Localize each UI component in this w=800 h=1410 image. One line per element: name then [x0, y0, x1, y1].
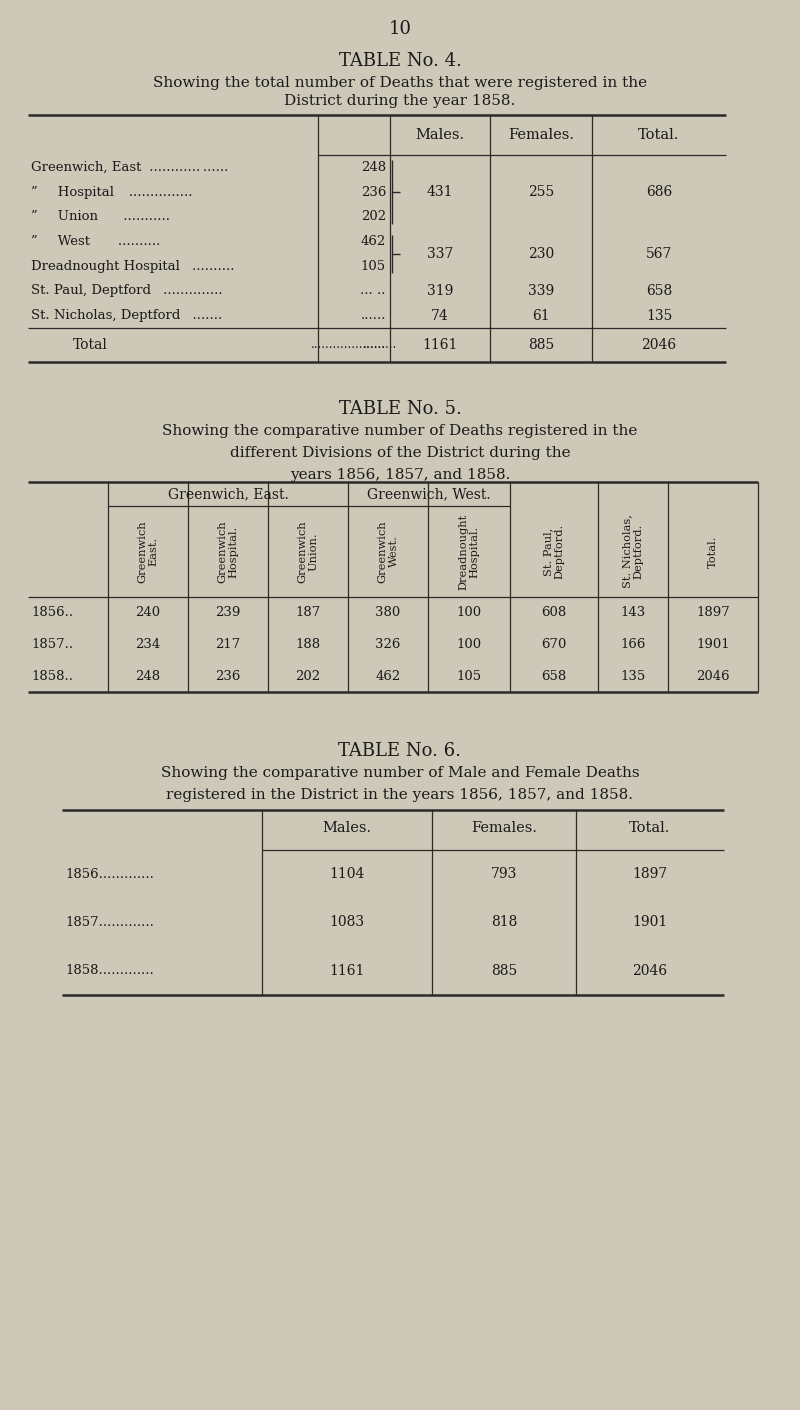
- Text: Total.: Total.: [638, 128, 680, 142]
- Text: 1083: 1083: [330, 915, 365, 929]
- Text: Greenwich
West.: Greenwich West.: [378, 520, 398, 582]
- Text: Females.: Females.: [508, 128, 574, 142]
- Text: 567: 567: [646, 247, 672, 261]
- Text: St. Nicholas,
Deptford.: St. Nicholas, Deptford.: [622, 515, 644, 588]
- Text: 1901: 1901: [632, 915, 668, 929]
- Text: registered in the District in the years 1856, 1857, and 1858.: registered in the District in the years …: [166, 788, 634, 802]
- Text: ”       Hospital     ...............: ” Hospital ...............: [31, 186, 193, 199]
- Text: TABLE No. 5.: TABLE No. 5.: [338, 400, 462, 417]
- Text: 105: 105: [457, 670, 482, 682]
- Text: Total.: Total.: [708, 536, 718, 568]
- Text: 1161: 1161: [330, 964, 365, 977]
- Text: Greenwich
Hospital.: Greenwich Hospital.: [218, 520, 239, 582]
- Text: 462: 462: [361, 235, 386, 248]
- Text: Males.: Males.: [322, 821, 371, 835]
- Text: 202: 202: [295, 670, 321, 682]
- Text: 1858.............: 1858.............: [65, 964, 154, 977]
- Text: St. Nicholas, Deptford    .......: St. Nicholas, Deptford .......: [31, 309, 222, 321]
- Text: Greenwich, East   ............ ......: Greenwich, East ............ ......: [31, 161, 228, 173]
- Text: 255: 255: [528, 185, 554, 199]
- Text: ”       Union         ...........: ” Union ...........: [31, 210, 170, 223]
- Text: 1856..: 1856..: [31, 606, 73, 619]
- Text: Greenwich, East.: Greenwich, East.: [168, 486, 288, 501]
- Text: 1161: 1161: [422, 338, 458, 352]
- Text: 686: 686: [646, 185, 672, 199]
- Text: 1897: 1897: [632, 867, 668, 881]
- Text: Females.: Females.: [471, 821, 537, 835]
- Text: 248: 248: [135, 670, 161, 682]
- Text: Showing the comparative number of Deaths registered in the: Showing the comparative number of Deaths…: [162, 424, 638, 439]
- Text: 188: 188: [295, 637, 321, 651]
- Text: 230: 230: [528, 247, 554, 261]
- Text: 61: 61: [532, 309, 550, 323]
- Text: 2046: 2046: [696, 670, 730, 682]
- Text: Dreadnought
Hospital.: Dreadnought Hospital.: [458, 513, 480, 589]
- Text: Showing the comparative number of Male and Female Deaths: Showing the comparative number of Male a…: [161, 766, 639, 780]
- Text: 100: 100: [457, 606, 482, 619]
- Text: ”       West          ..........: ” West ..........: [31, 235, 160, 248]
- Text: 217: 217: [215, 637, 241, 651]
- Text: TABLE No. 4.: TABLE No. 4.: [338, 52, 462, 70]
- Text: Greenwich
Union.: Greenwich Union.: [298, 520, 318, 582]
- Text: 143: 143: [620, 606, 646, 619]
- Text: 608: 608: [542, 606, 566, 619]
- Text: 1857.............: 1857.............: [65, 916, 154, 929]
- Text: 326: 326: [375, 637, 401, 651]
- Text: 105: 105: [361, 259, 386, 272]
- Text: different Divisions of the District during the: different Divisions of the District duri…: [230, 446, 570, 460]
- Text: 248: 248: [361, 161, 386, 173]
- Text: 885: 885: [491, 964, 517, 977]
- Text: 187: 187: [295, 606, 321, 619]
- Text: ......: ......: [362, 338, 386, 351]
- Text: Total.: Total.: [630, 821, 670, 835]
- Text: Greenwich
East.: Greenwich East.: [138, 520, 158, 582]
- Text: 135: 135: [646, 309, 672, 323]
- Text: 74: 74: [431, 309, 449, 323]
- Text: 431: 431: [426, 185, 454, 199]
- Text: 885: 885: [528, 338, 554, 352]
- Text: 234: 234: [135, 637, 161, 651]
- Text: 1104: 1104: [330, 867, 365, 881]
- Text: 240: 240: [135, 606, 161, 619]
- Text: Total: Total: [73, 338, 108, 352]
- Text: 319: 319: [427, 283, 453, 298]
- Text: 337: 337: [427, 247, 453, 261]
- Text: 380: 380: [375, 606, 401, 619]
- Text: 793: 793: [491, 867, 517, 881]
- Text: 10: 10: [389, 20, 411, 38]
- Text: 1858..: 1858..: [31, 670, 73, 682]
- Text: 100: 100: [457, 637, 482, 651]
- Text: Greenwich, West.: Greenwich, West.: [367, 486, 491, 501]
- Text: 818: 818: [491, 915, 517, 929]
- Text: St. Paul, Deptford    ..............: St. Paul, Deptford ..............: [31, 285, 222, 298]
- Text: 658: 658: [646, 283, 672, 298]
- Text: 670: 670: [542, 637, 566, 651]
- Text: 1856.............: 1856.............: [65, 867, 154, 881]
- Text: 135: 135: [620, 670, 646, 682]
- Text: Dreadnought Hospital    ..........: Dreadnought Hospital ..........: [31, 259, 234, 272]
- Text: 202: 202: [361, 210, 386, 223]
- Text: 236: 236: [361, 186, 386, 199]
- Text: 2046: 2046: [633, 964, 667, 977]
- Text: 339: 339: [528, 283, 554, 298]
- Text: ......: ......: [361, 309, 386, 321]
- Text: 1901: 1901: [696, 637, 730, 651]
- Text: Showing the total number of Deaths that were registered in the: Showing the total number of Deaths that …: [153, 76, 647, 90]
- Text: 1897: 1897: [696, 606, 730, 619]
- Text: 166: 166: [620, 637, 646, 651]
- Text: years 1856, 1857, and 1858.: years 1856, 1857, and 1858.: [290, 468, 510, 482]
- Text: .......................: .......................: [311, 338, 397, 351]
- Text: 239: 239: [215, 606, 241, 619]
- Text: 2046: 2046: [642, 338, 677, 352]
- Text: Males.: Males.: [415, 128, 465, 142]
- Text: 1857..: 1857..: [31, 637, 73, 651]
- Text: St. Paul,
Deptford.: St. Paul, Deptford.: [543, 525, 565, 580]
- Text: District during the year 1858.: District during the year 1858.: [284, 94, 516, 109]
- Text: 462: 462: [375, 670, 401, 682]
- Text: 658: 658: [542, 670, 566, 682]
- Text: ... ..: ... ..: [361, 285, 386, 298]
- Text: 236: 236: [215, 670, 241, 682]
- Text: TABLE No. 6.: TABLE No. 6.: [338, 742, 462, 760]
